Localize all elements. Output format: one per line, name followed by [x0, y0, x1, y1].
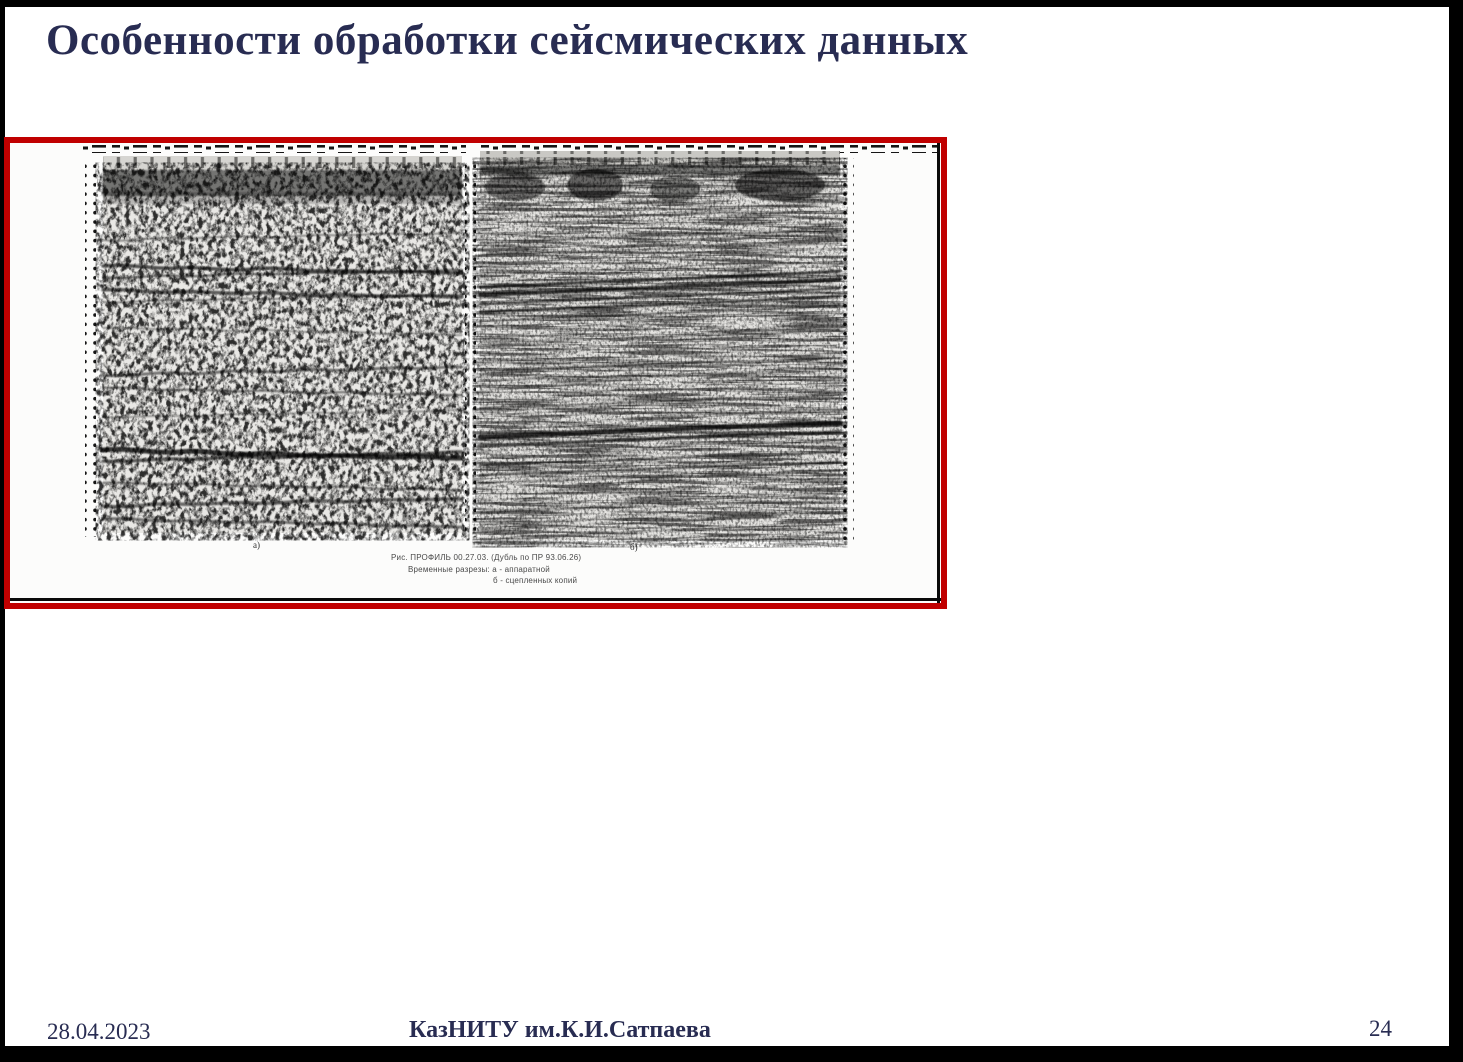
scan-right-frame-line — [937, 143, 940, 603]
page-border-bottom — [0, 1046, 1463, 1062]
scan-bottom-frame-line — [10, 598, 941, 601]
figure-caption-line2: Временные разрезы: а - аппаратной — [408, 565, 550, 574]
footer-page-number: 24 — [1369, 1016, 1392, 1041]
seismic-section-a — [85, 156, 476, 537]
page-border-top — [0, 0, 1463, 7]
page-border-left — [0, 0, 5, 1062]
page-border-right — [1449, 0, 1463, 1062]
footer-organization: КазНИТУ им.К.И.Сатпаева — [409, 1017, 711, 1043]
scan-top-tick-row — [83, 145, 938, 153]
panel-a-label: а) — [253, 540, 260, 550]
seismic-section-b — [477, 151, 854, 542]
footer-date: 28.04.2023 — [47, 1019, 151, 1044]
panel-b-label: б) — [630, 542, 638, 552]
figure-caption-line3: б - сцепленных копий — [493, 576, 578, 585]
slide-title: Особенности обработки сейсмических данны… — [46, 17, 969, 64]
seismic-scan-image — [10, 143, 941, 603]
figure-caption-line1: Рис. ПРОФИЛЬ 00.27.03. (Дубль по ПР 93.0… — [391, 553, 582, 562]
seismic-figure-frame: а) б) Рис. ПРОФИЛЬ 00.27.03. (Дубль по П… — [4, 137, 947, 609]
